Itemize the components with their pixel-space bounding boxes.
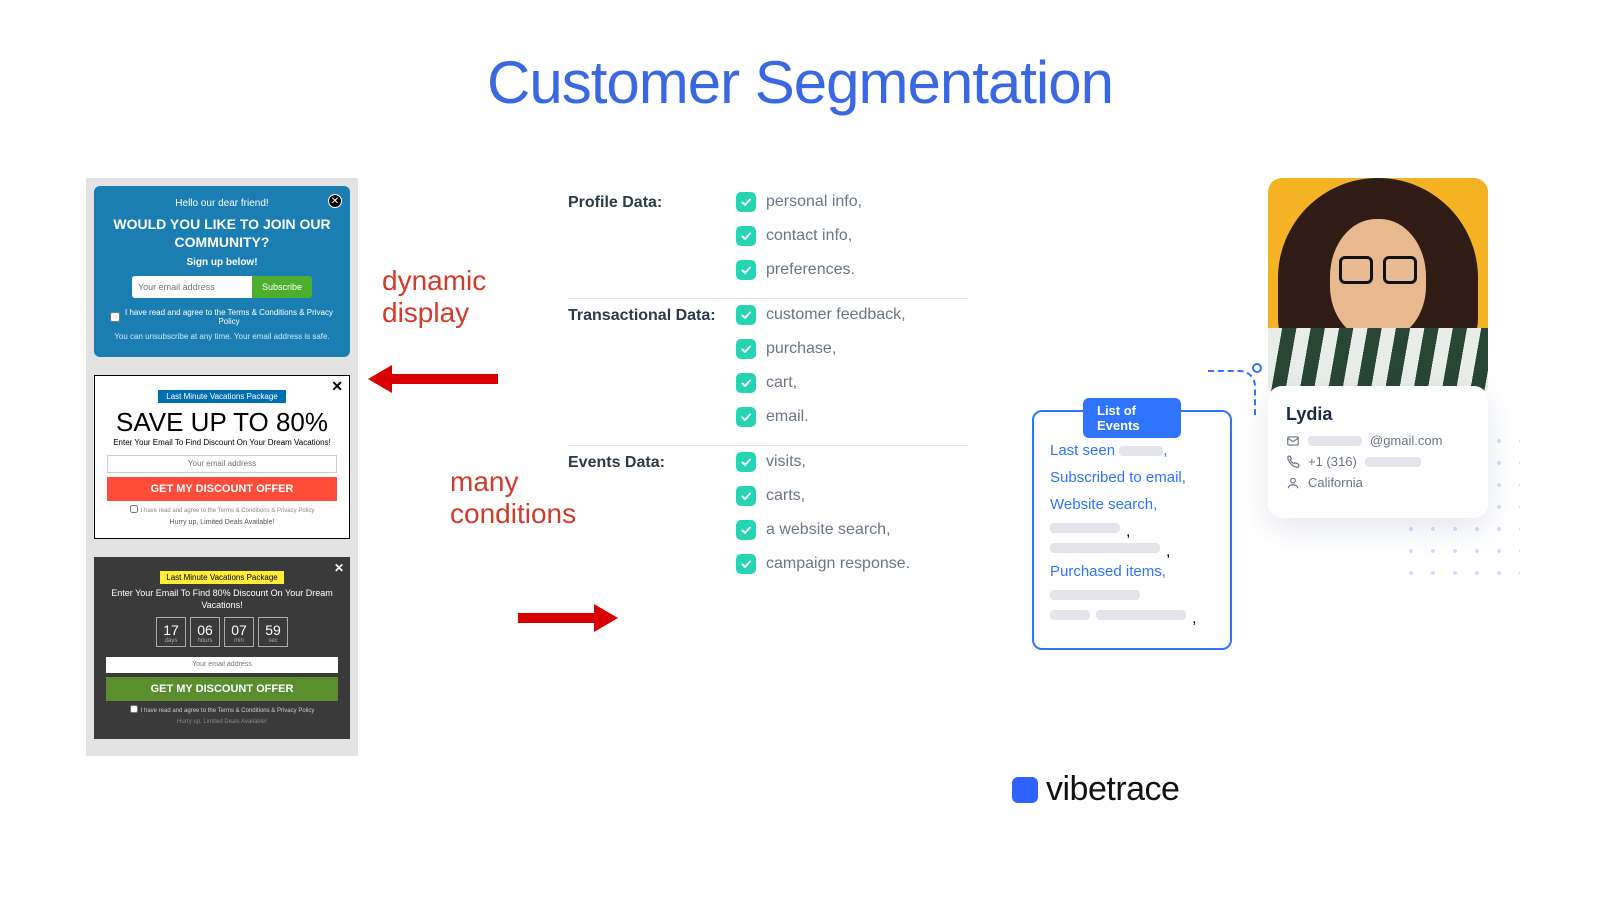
popup-foot: Hurry up, Limited Deals Available! xyxy=(106,719,338,725)
arrow-left-icon xyxy=(368,365,498,393)
popup-examples-column: ✕ Hello our dear friend! WOULD YOU LIKE … xyxy=(86,178,358,756)
profile-location: California xyxy=(1286,475,1470,490)
profile-name: Lydia xyxy=(1286,404,1470,425)
check-icon xyxy=(736,452,756,472)
data-category: Events Data:visits, carts, a website searc… xyxy=(568,446,968,592)
category-item: campaign response. xyxy=(736,554,968,574)
event-line: Website search, xyxy=(1050,496,1214,513)
category-item: preferences. xyxy=(736,260,968,280)
annotation-dynamic-display: dynamic display xyxy=(382,265,486,329)
event-placeholder: , xyxy=(1050,610,1214,620)
get-offer-button[interactable]: GET MY DISCOUNT OFFER xyxy=(106,677,338,701)
category-item: email. xyxy=(736,407,968,427)
category-item: customer feedback, xyxy=(736,305,968,325)
terms-text: I have read and agree to the Terms & Con… xyxy=(124,308,334,326)
terms-checkbox[interactable] xyxy=(130,505,138,513)
check-icon xyxy=(736,339,756,359)
email-input[interactable] xyxy=(132,276,252,298)
category-item: personal info, xyxy=(736,192,968,212)
popup-community: ✕ Hello our dear friend! WOULD YOU LIKE … xyxy=(94,186,350,357)
timer-min: 07 xyxy=(225,622,253,638)
profile-phone: +1 (316) xyxy=(1286,454,1470,469)
popup-tag: Last Minute Vacations Package xyxy=(158,390,285,403)
page-title: Customer Segmentation xyxy=(0,48,1600,117)
event-placeholder: , xyxy=(1050,523,1214,533)
close-icon[interactable]: ✕ xyxy=(331,378,343,395)
terms-text: I have read and agree to the Terms & Con… xyxy=(141,708,315,714)
popup-subhead: Enter Your Email To Find 80% Discount On… xyxy=(106,588,338,611)
category-item: carts, xyxy=(736,486,968,506)
popup-discount-light: ✕ Last Minute Vacations Package SAVE UP … xyxy=(94,375,350,539)
check-icon xyxy=(736,554,756,574)
events-list-card: List of Events Last seen , Subscribed to… xyxy=(1032,410,1232,650)
profile-card: Lydia @gmail.com +1 (316) California xyxy=(1268,178,1488,518)
terms-checkbox[interactable] xyxy=(130,705,138,713)
profile-email: @gmail.com xyxy=(1286,433,1470,448)
category-label: Events Data: xyxy=(568,452,736,574)
category-item: purchase, xyxy=(736,339,968,359)
event-line: Last seen , xyxy=(1050,442,1214,459)
logo-mark-icon xyxy=(1012,777,1038,803)
check-icon xyxy=(736,486,756,506)
data-category: Transactional Data:customer feedback, pur… xyxy=(568,299,968,446)
check-icon xyxy=(736,520,756,540)
timer-days: 17 xyxy=(157,622,185,638)
phone-icon xyxy=(1286,455,1300,469)
check-icon xyxy=(736,226,756,246)
category-item: contact info, xyxy=(736,226,968,246)
profile-photo xyxy=(1268,178,1488,398)
close-icon[interactable]: ✕ xyxy=(328,194,342,208)
popup-foot: You can unsubscribe at any time. Your em… xyxy=(110,332,334,341)
close-icon[interactable]: ✕ xyxy=(334,561,344,575)
check-icon xyxy=(736,192,756,212)
category-item: cart, xyxy=(736,373,968,393)
terms-checkbox[interactable] xyxy=(110,312,120,322)
logo-text: vibetrace xyxy=(1046,770,1179,809)
check-icon xyxy=(736,407,756,427)
brand-logo: vibetrace xyxy=(1012,770,1179,809)
annotation-many-conditions: many conditions xyxy=(450,466,576,530)
event-line: Purchased items, xyxy=(1050,563,1214,580)
popup-headline: WOULD YOU LIKE TO JOIN OUR COMMUNITY? xyxy=(110,215,334,251)
email-input[interactable] xyxy=(107,455,337,473)
timer-hours: 06 xyxy=(191,622,219,638)
popup-discount-dark: ✕ Last Minute Vacations Package Enter Yo… xyxy=(94,557,350,739)
get-offer-button[interactable]: GET MY DISCOUNT OFFER xyxy=(107,477,337,501)
popup-subhead: Enter Your Email To Find Discount On You… xyxy=(107,438,337,447)
check-icon xyxy=(736,305,756,325)
events-badge: List of Events xyxy=(1083,398,1181,438)
popup-subhead: Sign up below! xyxy=(110,257,334,268)
popup-tag: Last Minute Vacations Package xyxy=(160,571,283,584)
category-label: Transactional Data: xyxy=(568,305,736,427)
subscribe-button[interactable]: Subscribe xyxy=(252,276,312,298)
data-categories: Profile Data:personal info, contact info,… xyxy=(568,186,968,592)
event-line: Subscribed to email, xyxy=(1050,469,1214,486)
popup-greeting: Hello our dear friend! xyxy=(110,198,334,209)
data-category: Profile Data:personal info, contact info,… xyxy=(568,186,968,299)
arrow-right-icon xyxy=(518,604,618,632)
check-icon xyxy=(736,373,756,393)
category-item: a website search, xyxy=(736,520,968,540)
user-icon xyxy=(1286,476,1300,490)
category-label: Profile Data: xyxy=(568,192,736,280)
event-placeholder xyxy=(1050,590,1214,600)
timer-sec: 59 xyxy=(259,622,287,638)
check-icon xyxy=(736,260,756,280)
email-icon xyxy=(1286,434,1300,448)
category-item: visits, xyxy=(736,452,968,472)
countdown-timer: 17days 06hours 07min 59sec xyxy=(106,617,338,647)
terms-text: I have read and agree to the Terms & Con… xyxy=(141,508,315,514)
connector-dot xyxy=(1252,363,1262,373)
popup-foot: Hurry up, Limited Deals Available! xyxy=(107,519,337,526)
email-input[interactable] xyxy=(106,657,338,673)
event-placeholder: , xyxy=(1050,543,1214,553)
popup-headline: SAVE UP TO 80% xyxy=(107,407,337,438)
profile-info: Lydia @gmail.com +1 (316) California xyxy=(1268,386,1488,518)
